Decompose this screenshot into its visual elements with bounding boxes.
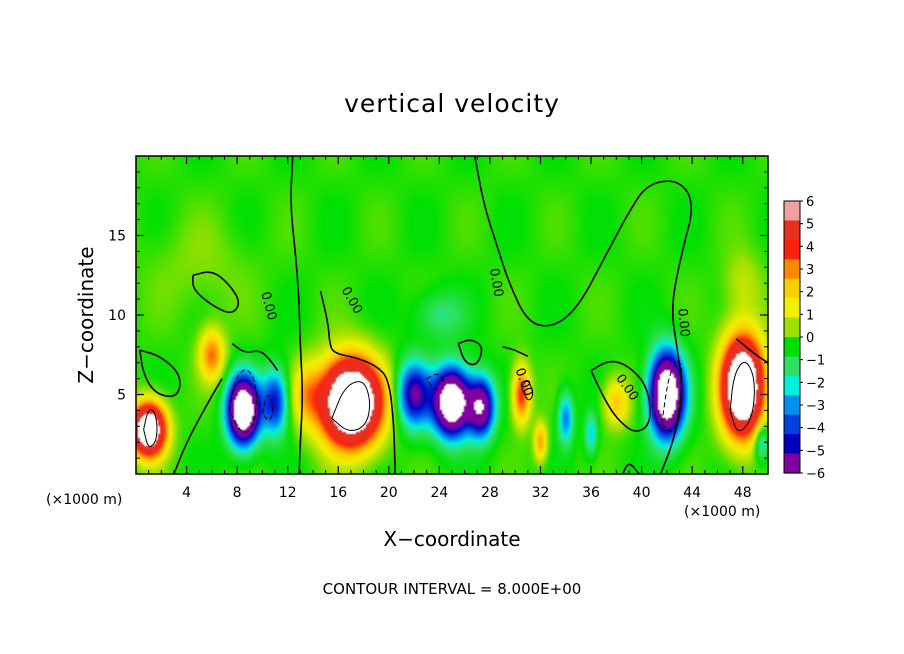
x-axis-label: X−coordinate — [383, 527, 520, 551]
y-axis-ticks: 5 10 15 — [108, 171, 768, 459]
x-tick-label: 44 — [683, 485, 701, 501]
contour-label: 0.00 — [257, 290, 279, 322]
zero-contour-line — [290, 156, 303, 474]
colorbar-tick-label: 5 — [806, 218, 814, 233]
colorbar-swatch — [784, 395, 800, 416]
chart-title: vertical velocity — [344, 89, 560, 118]
colorbar-tick-label: 2 — [806, 286, 814, 301]
negative-contour-line — [426, 373, 445, 391]
positive-contour-line — [143, 409, 158, 447]
y-tick-label: 15 — [108, 229, 126, 245]
colorbar-tick-label: −3 — [806, 399, 825, 414]
x-tick-label: 32 — [532, 485, 550, 501]
y-tick-label: 10 — [108, 308, 126, 324]
x-tick-label: 16 — [329, 485, 347, 501]
zero-contour-line — [192, 271, 240, 314]
x-tick-label: 36 — [582, 485, 600, 501]
zero-contour-line — [502, 346, 529, 358]
x-tick-label: 12 — [279, 485, 297, 501]
zero-contour-line — [319, 290, 396, 474]
positive-contour-line — [521, 380, 534, 401]
contour-label: 0.00 — [674, 308, 691, 338]
y-unit-label: (×1000 m) — [684, 504, 760, 520]
colorbar-tick-label: 0 — [806, 331, 814, 346]
x-tick-label: 8 — [233, 485, 242, 501]
negative-contour-line — [229, 369, 257, 433]
x-unit-label: (×1000 m) — [46, 492, 122, 508]
y-axis-label: Z−coordinate — [74, 246, 98, 383]
colorbar-tick-label: −6 — [806, 467, 825, 482]
zero-contour-line — [457, 339, 483, 366]
contour-interval-note: CONTOUR INTERVAL = 8.000E+00 — [323, 580, 582, 598]
zero-contour-line — [173, 378, 223, 474]
contour-layer — [139, 156, 768, 474]
zero-contour-line — [139, 349, 181, 398]
colorbar-swatch — [784, 375, 800, 396]
colorbar-tick-label: −2 — [806, 376, 825, 391]
colorbar-swatch — [784, 278, 800, 299]
zero-contour-line — [590, 360, 651, 432]
colorbar-swatch — [784, 201, 800, 222]
colorbar-swatch — [784, 220, 800, 241]
x-tick-label: 48 — [734, 485, 752, 501]
plot-area: 0.00 0.000.000.00 0.000.00 — [136, 156, 768, 474]
colorbar-tick-label: 1 — [806, 308, 814, 323]
x-tick-label: 4 — [182, 485, 191, 501]
zero-contour-line — [474, 156, 693, 474]
x-tick-label: 28 — [481, 485, 499, 501]
x-axis-ticks: 4 8 12 16 20 24 28 32 36 40 44 48 — [148, 156, 756, 501]
heatmap-field — [136, 156, 768, 474]
colorbar-swatch — [784, 317, 800, 338]
colorbar-swatch — [784, 414, 800, 435]
colorbar-swatch — [784, 298, 800, 319]
negative-contour-line — [661, 361, 682, 432]
contour-label: 0.00 — [486, 267, 506, 298]
colorbar-swatch — [784, 453, 800, 474]
positive-contour-line — [729, 361, 755, 432]
y-tick-label: 5 — [117, 388, 126, 404]
x-tick-label: 20 — [380, 485, 398, 501]
colorbar-tick-label: −1 — [806, 354, 825, 369]
colorbar-swatch — [784, 259, 800, 280]
colorbar-tick-label: 6 — [806, 195, 814, 210]
positive-contour-line — [331, 381, 371, 431]
colorbar-tick-label: 3 — [806, 263, 814, 278]
colorbar-swatch — [784, 239, 800, 260]
negative-contour-line — [261, 395, 274, 421]
colorbar: 6 5 4 3 2 1 0 −1 −2 −3 −4 −5 −6 — [783, 195, 825, 482]
colorbar-swatch — [784, 337, 800, 358]
zero-contour-line — [231, 342, 279, 372]
colorbar-swatch — [784, 434, 800, 455]
colorbar-swatch — [784, 356, 800, 377]
x-tick-label: 40 — [633, 485, 651, 501]
colorbar-tick-label: −4 — [806, 422, 825, 437]
x-tick-label: 24 — [430, 485, 448, 501]
zero-contour-line — [735, 338, 768, 364]
colorbar-tick-label: 4 — [806, 240, 814, 255]
colorbar-tick-label: −5 — [806, 444, 825, 459]
